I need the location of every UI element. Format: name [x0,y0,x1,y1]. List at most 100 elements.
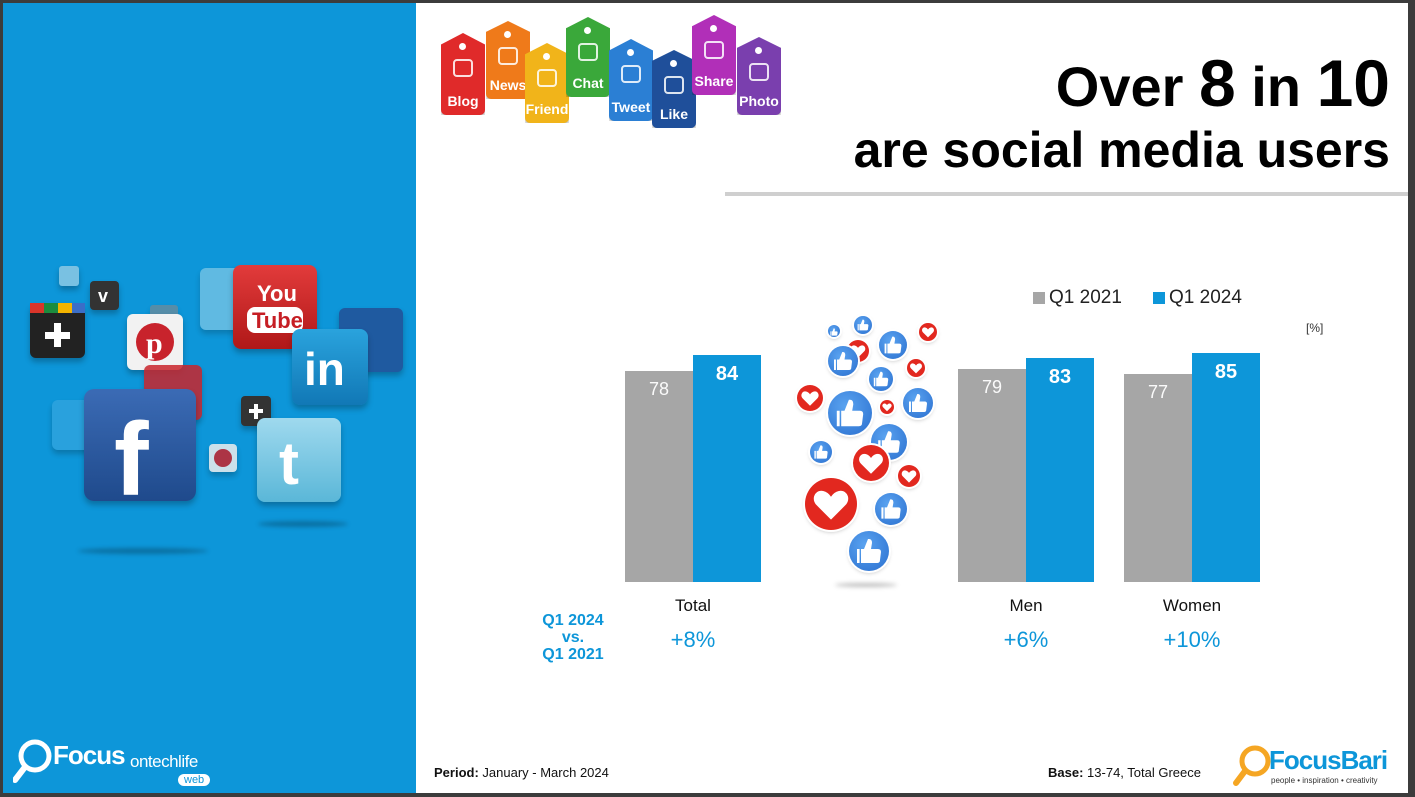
page-title-line1: Over 8 in 10 [1056,45,1390,121]
tag-hole [670,60,677,67]
tag-string [713,3,714,15]
title-number: 8 [1198,46,1236,120]
tag-string [673,10,674,50]
thumbs-up-icon [828,325,840,337]
illustration-shadow [835,583,897,587]
logo-name: FocusBari [1269,745,1388,775]
data-label: 84 [715,363,739,386]
bar-total-q1-2024 [693,355,761,582]
base-note: Base: 13-74, Total Greece [1048,765,1201,780]
linkedin-icon: in [292,329,368,405]
svg-text:in: in [304,343,345,395]
twitter-icon: t [257,418,341,502]
data-label: 79 [981,376,1003,397]
tag-icon [664,76,684,94]
tag-label: Share [694,73,734,89]
left-panel: v p You Tube in [3,3,416,793]
tag-icon [704,41,724,59]
thumbs-up-icon [828,346,858,376]
base-label: Base: [1048,765,1084,780]
tag-news: News [486,21,530,99]
heart-icon [898,465,920,487]
unit-label: [%] [1306,321,1324,335]
facebook-icon: f [84,389,196,518]
comparison-line: vs. [561,629,585,646]
tag-share: Share [692,15,736,95]
svg-text:v: v [98,286,108,306]
svg-text:p: p [146,327,163,360]
brand-badge: web [178,774,211,786]
title-prefix: Over [1055,55,1199,118]
svg-text:You: You [257,281,297,306]
tag-icon [498,47,518,65]
heart-icon [907,359,925,377]
comparison-line: Q1 2021 [542,646,604,663]
tag-tweet: Tweet [609,39,653,121]
tag-icon [453,59,473,77]
data-label: 83 [1048,365,1072,388]
thumbs-up-icon [879,331,907,359]
vimeo-icon: v [90,281,119,310]
svg-text:Tube: Tube [252,308,303,333]
data-label: 78 [648,379,670,400]
tag-photo: Photo [737,37,781,115]
heart-icon [853,445,889,481]
focusbari-logo: FocusBari people • inspiration • creativ… [1233,743,1388,792]
google-plus-icon [30,303,85,358]
svg-text:t: t [279,430,299,497]
base-value: 13-74, Total Greece [1087,765,1201,780]
small-square-icon [59,266,79,286]
change-label: +10% [1163,627,1221,652]
tag-string [630,3,631,39]
category-label: Men [1009,596,1043,615]
period-note: Period: January - March 2024 [434,765,609,780]
category-label: Women [1162,596,1222,615]
tag-hole [710,25,717,32]
title-divider [725,192,1408,196]
tag-string [462,3,463,33]
thumbs-up-icon [828,391,872,435]
focus-on-techlife-logo: Focus ontechlife web [12,736,223,793]
tag-hole [459,43,466,50]
tag-label: Blog [447,93,479,109]
change-label: +8% [670,627,716,652]
bar-women-q1-2024 [1192,352,1260,582]
tag-icon [621,65,641,83]
tag-string [546,3,547,43]
period-label: Period: [434,765,479,780]
tag-blog: Blog [441,33,485,115]
title-number: 10 [1316,46,1390,120]
thumbs-up-icon [849,531,889,571]
heart-icon [797,385,823,411]
tag-label: Friend [525,101,569,117]
tag-string [587,3,588,17]
tag-hole [543,53,550,60]
tag-hole [584,27,591,34]
pinterest-icon: p [127,314,183,370]
thumbs-up-icon [854,316,872,334]
tag-string [758,3,759,37]
tag-hole [755,47,762,54]
heart-icon [880,400,894,414]
category-label: Total [675,596,711,615]
tag-icon [749,63,769,81]
tag-string [507,3,508,21]
brand-name: Focus [53,740,126,770]
bar-women-q1-2021 [1124,374,1192,582]
bar-men-q1-2024 [1026,357,1094,582]
period-value: January - March 2024 [482,765,609,780]
tag-label: Chat [572,75,604,91]
heart-icon [805,478,857,530]
tag-label: News [489,77,527,93]
page-title-line2: are social media users [853,122,1390,178]
comparison-label: Q1 2024 vs. Q1 2021 [523,612,623,663]
thumbs-up-icon [903,388,933,418]
tag-label: Photo [739,93,779,109]
legend-item: Q1 2024 [1153,287,1242,309]
icon-shadow [78,548,208,554]
bar-total-q1-2021 [625,371,693,582]
tag-hole [504,31,511,38]
tag-icon [537,69,557,87]
heart-icon [919,323,937,341]
svg-text:f: f [114,402,149,501]
